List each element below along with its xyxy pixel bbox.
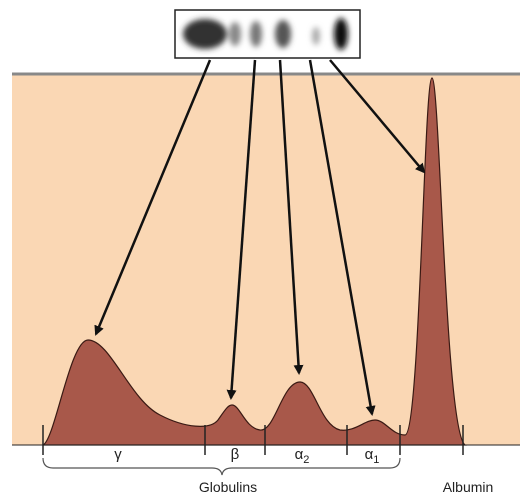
diagram: γ β α2 α1 Globulins Albumin <box>0 0 520 498</box>
fraction-label: α1 <box>365 446 380 466</box>
globulins-brace <box>43 458 400 475</box>
fraction-subscript: 2 <box>303 454 309 466</box>
group-label: Albumin <box>443 479 494 495</box>
fraction-label: γ <box>114 446 122 463</box>
fraction-symbol: α <box>365 446 374 463</box>
fraction-subscript: 1 <box>373 454 379 466</box>
gel-strip <box>175 10 360 58</box>
fraction-label: α2 <box>295 446 310 466</box>
group-label: Globulins <box>199 479 257 495</box>
fraction-label: β <box>231 446 240 463</box>
fraction-symbol: α <box>295 446 304 463</box>
